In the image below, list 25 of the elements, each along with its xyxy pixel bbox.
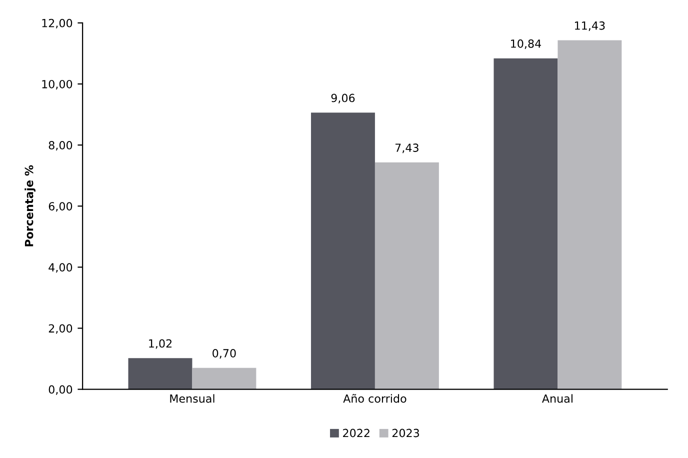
- data-label: 7,43: [395, 144, 418, 154]
- bar: [374, 162, 439, 390]
- data-label: 9,06: [331, 94, 355, 104]
- bar: [558, 40, 622, 390]
- y-tick-label: 6,00: [48, 202, 72, 212]
- x-tick-label: Año corrido: [343, 394, 406, 403]
- data-label: 11,43: [575, 21, 605, 31]
- y-tick-label: 0,00: [48, 385, 72, 395]
- x-tick-label: Mensual: [170, 394, 214, 403]
- data-label: 0,70: [212, 349, 236, 359]
- legend-label: 2023: [392, 428, 420, 438]
- bar: [494, 58, 558, 390]
- bar: [192, 368, 256, 390]
- data-label: 1,02: [149, 339, 172, 349]
- x-tick-label: Anual: [542, 394, 572, 403]
- bar: [311, 112, 375, 390]
- legend-label: 2022: [343, 428, 370, 438]
- y-tick-label: 2,00: [48, 324, 72, 334]
- data-label: 10,84: [511, 39, 542, 49]
- y-tick-label: 4,00: [48, 263, 72, 273]
- y-tick-label: 8,00: [48, 141, 72, 151]
- y-axis-title: Porcentaje %: [24, 165, 36, 246]
- y-tick-label: 12,00: [42, 18, 72, 28]
- y-tick-label: 10,00: [42, 80, 72, 90]
- bar: [128, 358, 192, 390]
